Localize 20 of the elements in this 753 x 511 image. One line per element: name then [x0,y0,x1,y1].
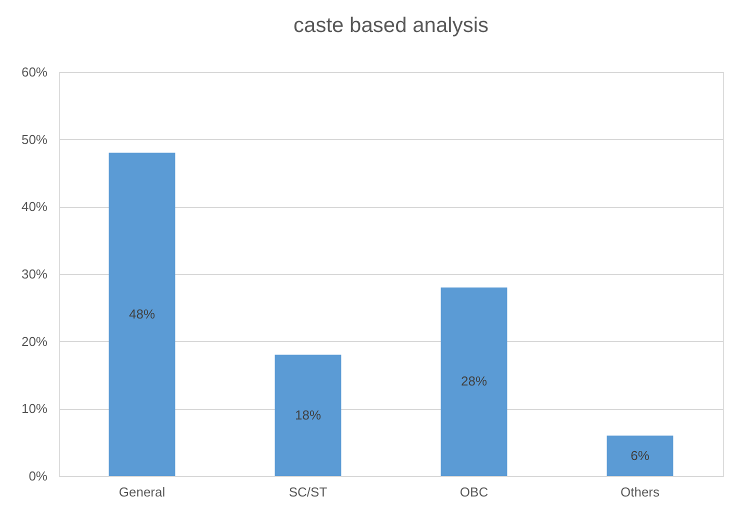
y-tick-label: 50% [21,132,48,147]
data-label: 18% [294,407,322,422]
bar [274,354,342,476]
y-tick-label: 20% [21,334,48,349]
x-tick-label: Others [620,484,660,500]
x-tick-label: OBC [460,484,488,500]
bar [606,436,674,476]
data-label: 48% [128,306,156,322]
bar [108,152,176,476]
data-label: 6% [630,448,650,463]
data-label: 28% [460,374,488,389]
y-tick-label: 10% [21,401,48,416]
x-tick-label: General [118,484,166,500]
bar [440,287,508,476]
y-tick-label: 60% [21,64,48,80]
x-tick-label: SC/ST [288,484,328,500]
chart-title: caste based analysis [294,14,488,37]
y-tick-label: 30% [21,266,48,282]
y-tick-label: 0% [28,468,48,484]
y-tick-label: 40% [21,199,48,214]
